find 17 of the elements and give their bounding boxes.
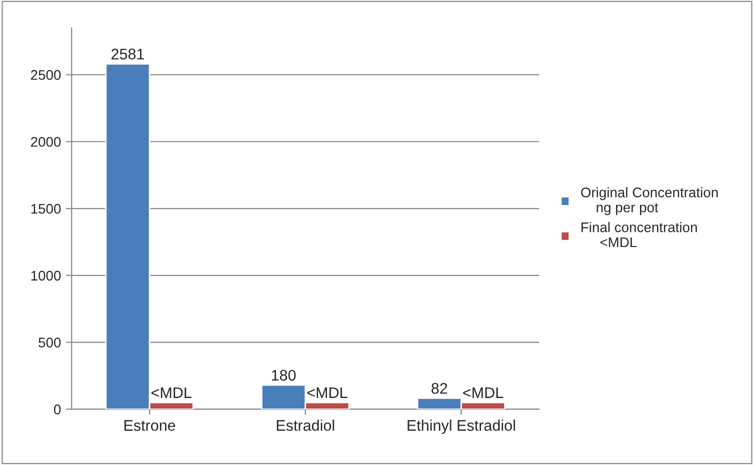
y-tick-label: 1500 [31,204,61,214]
data-label: <MDL [463,387,504,398]
y-tick-label: 500 [38,338,61,348]
legend-label: Final concentration <MDL [582,222,697,248]
y-tick-label: 1000 [31,270,61,281]
x-tick-label: Ethinyl Estradiol [408,420,515,434]
x-tick-label: Estradiol [276,420,334,431]
data-label: <MDL [152,387,192,398]
data-label: 180 [272,370,296,381]
data-label: 2581 [112,48,144,60]
x-tick-label: Estrone [124,420,176,431]
data-label: 82 [432,383,448,394]
data-label: <MDL [307,387,348,398]
legend-label: Original Concentration ng per pot [581,187,718,216]
y-tick-label: 2000 [31,136,61,147]
y-tick-label: 0 [54,404,61,414]
y-tick-label: 2500 [31,70,61,80]
